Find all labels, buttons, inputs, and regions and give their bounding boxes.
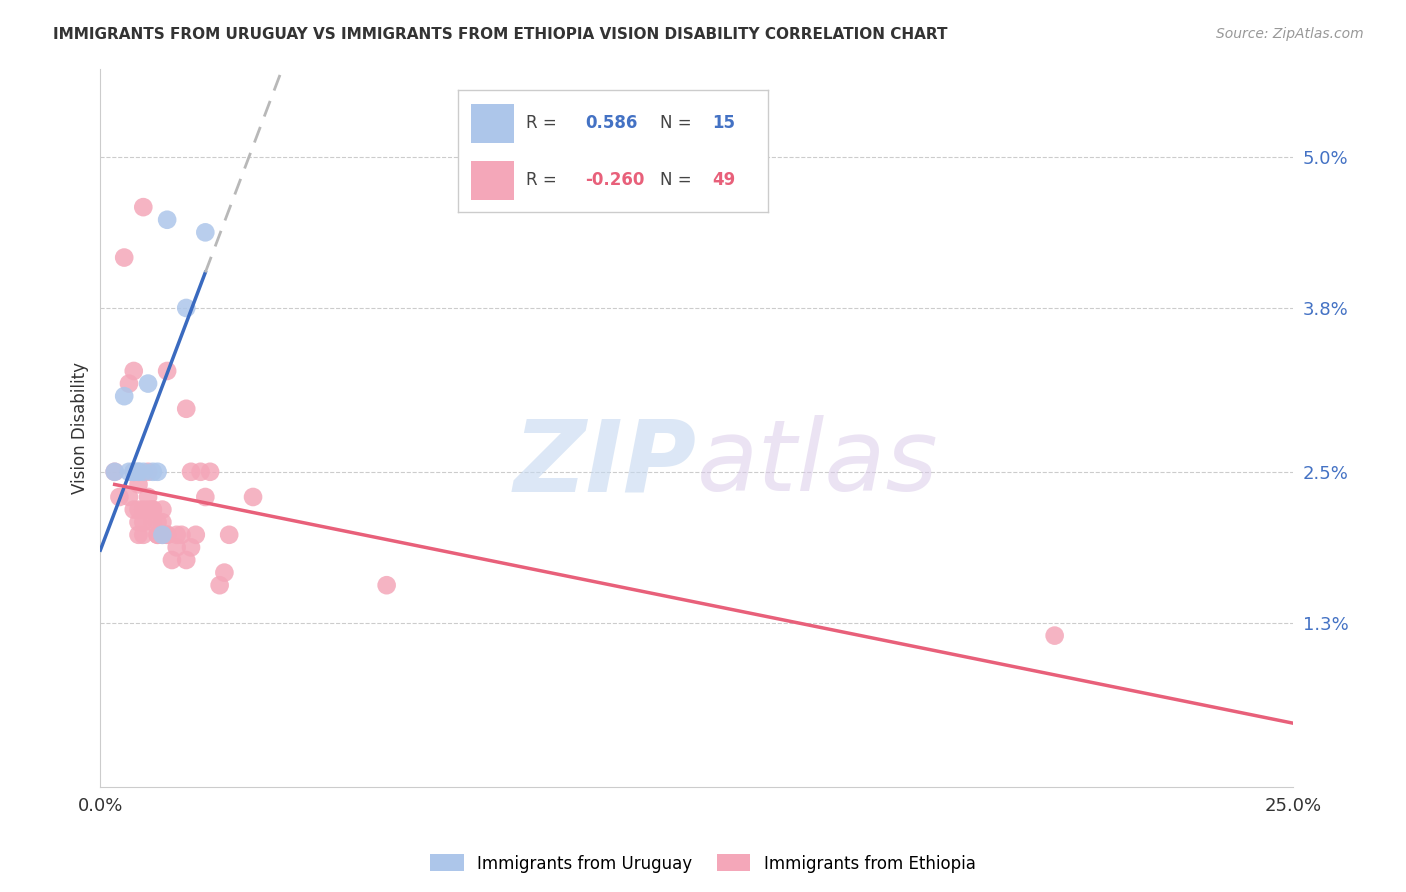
Point [122, 465, 145, 479]
Point [128, 528, 150, 542]
Point [128, 465, 150, 479]
Point [104, 465, 127, 479]
Point [146, 515, 169, 529]
Point [184, 528, 207, 542]
Point [160, 553, 183, 567]
Point [242, 490, 264, 504]
Point [150, 502, 173, 516]
Point [142, 465, 165, 479]
Point [118, 490, 141, 504]
Point [132, 465, 155, 479]
Point [170, 528, 193, 542]
Point [132, 515, 155, 529]
Point [174, 301, 197, 315]
Point [156, 528, 179, 542]
Text: ZIP: ZIP [513, 415, 697, 512]
Point [180, 465, 202, 479]
Text: IMMIGRANTS FROM URUGUAY VS IMMIGRANTS FROM ETHIOPIA VISION DISABILITY CORRELATIO: IMMIGRANTS FROM URUGUAY VS IMMIGRANTS FR… [53, 27, 948, 42]
Point [1043, 629, 1066, 643]
Point [174, 401, 197, 416]
Point [122, 502, 145, 516]
Point [375, 578, 398, 592]
Point [156, 364, 179, 378]
Point [118, 376, 141, 391]
Point [104, 465, 127, 479]
Point [112, 251, 135, 265]
Point [150, 528, 173, 542]
Point [146, 528, 169, 542]
Point [190, 465, 212, 479]
Point [146, 528, 169, 542]
Point [132, 502, 155, 516]
Point [156, 212, 179, 227]
Point [166, 528, 188, 542]
Text: Source: ZipAtlas.com: Source: ZipAtlas.com [1216, 27, 1364, 41]
Point [142, 502, 165, 516]
Point [146, 465, 169, 479]
Legend: Immigrants from Uruguay, Immigrants from Ethiopia: Immigrants from Uruguay, Immigrants from… [423, 847, 983, 880]
Point [132, 200, 155, 214]
Point [194, 225, 217, 239]
Point [142, 502, 165, 516]
Y-axis label: Vision Disability: Vision Disability [72, 361, 89, 493]
Point [174, 553, 197, 567]
Point [166, 541, 188, 555]
Point [136, 490, 159, 504]
Point [156, 528, 179, 542]
Point [128, 502, 150, 516]
Point [128, 477, 150, 491]
Point [194, 490, 217, 504]
Point [108, 490, 131, 504]
Point [122, 364, 145, 378]
Point [150, 528, 173, 542]
Point [150, 515, 173, 529]
Point [122, 465, 145, 479]
Point [208, 578, 231, 592]
Point [128, 465, 150, 479]
Point [136, 376, 159, 391]
Point [218, 528, 240, 542]
Point [180, 541, 202, 555]
Point [118, 465, 141, 479]
Point [214, 566, 236, 580]
Point [198, 465, 221, 479]
Point [122, 465, 145, 479]
Point [142, 515, 165, 529]
Point [132, 528, 155, 542]
Point [128, 515, 150, 529]
Point [112, 389, 135, 403]
Text: atlas: atlas [697, 415, 938, 512]
Point [136, 465, 159, 479]
Point [136, 502, 159, 516]
